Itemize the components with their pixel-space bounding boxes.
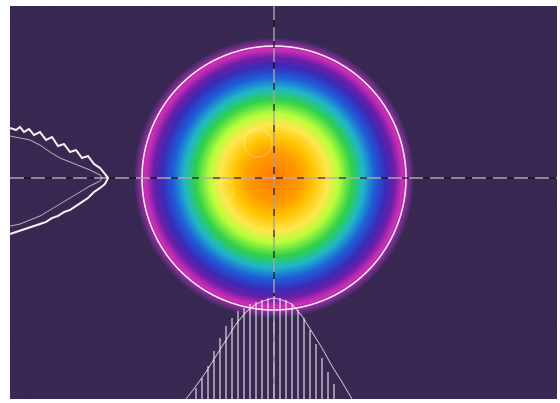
beam-profile-svg [10, 6, 557, 399]
ring-artifact [213, 179, 235, 201]
ring-artifact [243, 128, 273, 158]
beam-profile-viewport[interactable] [10, 6, 557, 399]
x-profile-icon [185, 296, 353, 399]
y-profile-icon [10, 125, 110, 235]
